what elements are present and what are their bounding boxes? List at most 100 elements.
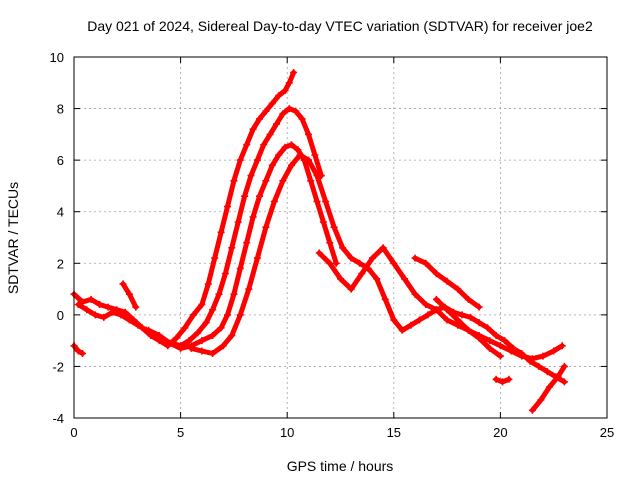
data-point-marker: [467, 313, 475, 321]
data-point-marker: [275, 92, 283, 100]
data-point-marker: [125, 290, 133, 298]
x-tick-label: 20: [493, 425, 507, 440]
x-tick-label: 5: [177, 425, 184, 440]
series-track-h: [528, 362, 568, 414]
data-point-marker: [347, 254, 355, 262]
data-point-marker: [379, 244, 387, 252]
data-point-marker: [369, 254, 376, 262]
data-point-marker: [202, 319, 210, 327]
data-point-marker: [486, 337, 494, 345]
data-point-marker: [253, 254, 261, 262]
series-track-f: [411, 254, 483, 311]
data-point-marker: [96, 301, 104, 308]
data-point-marker: [454, 316, 462, 324]
data-point-marker: [83, 306, 91, 314]
data-point-marker: [492, 332, 500, 339]
data-point-marker: [253, 156, 261, 164]
data-point-marker: [326, 259, 334, 267]
data-point-marker: [256, 115, 263, 123]
series-track-g: [432, 295, 504, 360]
data-point-marker: [499, 378, 506, 386]
series-band: [188, 152, 567, 385]
data-point-marker: [262, 107, 270, 115]
series-band: [75, 106, 324, 349]
data-point-marker: [273, 120, 280, 128]
data-point-marker: [87, 295, 95, 303]
data-point-marker: [145, 326, 153, 334]
data-point-marker: [398, 326, 406, 334]
data-point-marker: [125, 316, 133, 324]
data-point-marker: [181, 324, 189, 332]
series-track-c: [145, 141, 340, 352]
data-point-marker: [262, 177, 270, 185]
data-point-marker: [268, 99, 276, 107]
data-point-marker: [74, 301, 82, 308]
data-point-marker: [484, 324, 492, 332]
data-point-marker: [407, 321, 415, 329]
data-point-marker: [422, 301, 430, 308]
data-point-marker: [172, 334, 180, 342]
x-tick-label: 0: [70, 425, 77, 440]
data-point-marker: [443, 316, 451, 324]
y-tick-label: -4: [52, 411, 64, 426]
data-point-marker: [230, 177, 238, 185]
data-point-marker: [337, 275, 344, 283]
data-point-marker: [558, 342, 566, 350]
data-point-marker: [260, 141, 268, 149]
data-point-marker: [545, 383, 553, 391]
data-point-marker: [492, 375, 500, 383]
x-tick-label: 15: [387, 425, 401, 440]
data-point-marker: [339, 244, 347, 252]
data-point-marker: [74, 347, 82, 355]
data-point-marker: [401, 275, 408, 283]
data-point-marker: [236, 264, 244, 272]
data-point-marker: [198, 337, 206, 345]
data-point-marker: [117, 311, 125, 319]
data-point-marker: [194, 329, 202, 337]
data-point-marker: [305, 130, 312, 138]
data-point-marker: [217, 228, 225, 236]
data-point-marker: [275, 151, 283, 159]
data-point-marker: [550, 347, 558, 355]
data-point-marker: [198, 301, 206, 308]
data-point-marker: [230, 290, 238, 298]
data-point-marker: [332, 259, 340, 267]
data-point-marker: [79, 350, 86, 357]
data-point-marker: [228, 332, 236, 339]
data-point-marker: [189, 311, 197, 319]
data-point-marker: [464, 295, 472, 303]
y-tick-label: -2: [52, 359, 64, 374]
data-point-marker: [356, 259, 364, 267]
data-point-marker: [528, 355, 536, 363]
data-point-marker: [134, 321, 142, 329]
data-point-marker: [496, 352, 504, 360]
data-point-marker: [560, 378, 568, 386]
data-point-marker: [288, 141, 295, 149]
data-point-marker: [358, 270, 366, 278]
data-point-marker: [187, 344, 195, 352]
data-point-marker: [458, 311, 466, 319]
data-point-marker: [266, 130, 274, 138]
data-point-marker: [496, 342, 504, 350]
data-point-marker: [177, 344, 185, 352]
data-point-marker: [443, 306, 451, 314]
y-tick-label: 10: [50, 50, 64, 65]
data-point-marker: [432, 270, 440, 278]
data-point-marker: [245, 285, 253, 293]
series-track-i: [492, 375, 513, 386]
x-axis-label: GPS time / hours: [287, 458, 394, 474]
series-track-b: [74, 105, 325, 350]
data-point-marker: [119, 280, 127, 288]
data-point-marker: [443, 277, 451, 285]
data-point-marker: [539, 352, 547, 360]
data-point-marker: [236, 156, 244, 164]
data-point-marker: [91, 311, 99, 319]
y-tick-label: 4: [57, 205, 64, 220]
data-point-marker: [243, 239, 251, 247]
data-point-marker: [279, 110, 287, 118]
data-point-marker: [204, 280, 212, 288]
data-point-marker: [313, 172, 321, 180]
y-tick-label: 2: [57, 256, 64, 271]
data-point-marker: [249, 125, 257, 133]
